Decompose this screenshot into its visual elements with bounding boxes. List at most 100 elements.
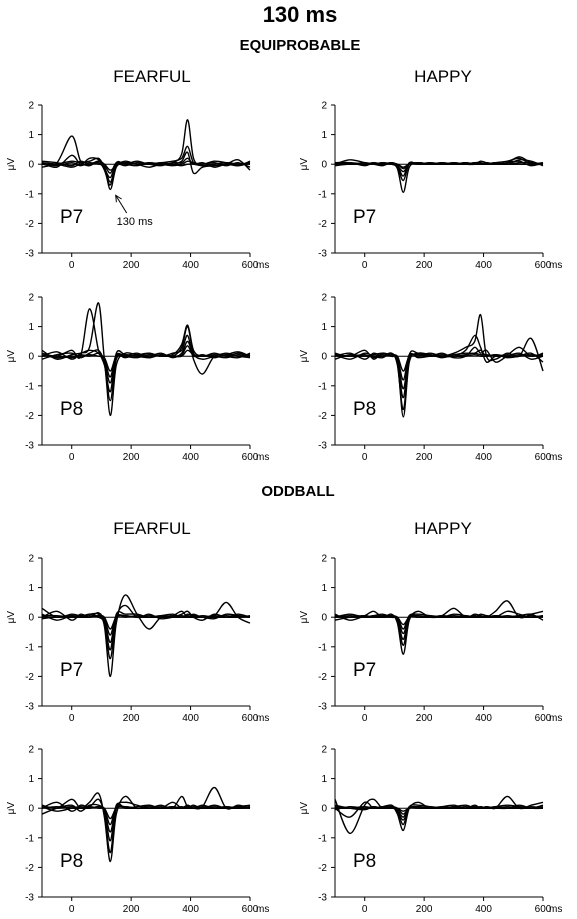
- electrode-label: P7: [353, 660, 376, 681]
- y-tick-label: -2: [318, 411, 327, 422]
- peak-annotation: 130 ms: [115, 194, 154, 228]
- x-tick-label: 200: [123, 713, 140, 724]
- x-tick-label: 400: [182, 452, 199, 463]
- erp-waveform: [41, 805, 251, 833]
- x-tick-label: 200: [416, 260, 433, 271]
- x-axis-unit-label: ms: [549, 713, 562, 724]
- y-tick-label: 0: [321, 352, 327, 363]
- x-tick-label: 200: [416, 904, 433, 915]
- x-tick-label: 0: [362, 713, 368, 724]
- y-tick-label: -1: [25, 381, 34, 392]
- y-tick-label: 2: [321, 554, 327, 565]
- erp-waveform: [41, 334, 251, 393]
- erp-waveform: [41, 349, 251, 372]
- erp-waveform: [41, 614, 250, 636]
- x-axis-unit-label: ms: [256, 260, 269, 271]
- x-tick-label: 400: [475, 713, 492, 724]
- x-tick-label: 0: [69, 452, 75, 463]
- y-tick-label: 0: [28, 613, 34, 624]
- erp-waveform: [334, 352, 544, 381]
- x-tick-label: 400: [475, 904, 492, 915]
- y-tick-label: 2: [321, 101, 327, 112]
- electrode-label: P8: [60, 851, 83, 872]
- y-axis-label: μV: [299, 802, 310, 815]
- y-tick-label: -2: [25, 411, 34, 422]
- y-axis-label: μV: [299, 158, 310, 171]
- electrode-label: P7: [60, 660, 83, 681]
- y-tick-label: -2: [25, 672, 34, 683]
- y-tick-label: 1: [321, 322, 327, 333]
- x-tick-label: 600: [535, 713, 552, 724]
- erp-waveform: [41, 614, 251, 644]
- x-tick-label: 600: [242, 452, 259, 463]
- y-tick-label: 0: [28, 804, 34, 815]
- y-tick-label: -3: [318, 702, 327, 713]
- y-tick-label: -3: [25, 441, 34, 452]
- y-tick-label: -1: [318, 381, 327, 392]
- x-tick-label: 600: [535, 260, 552, 271]
- x-tick-label: 600: [535, 904, 552, 915]
- annotation-arrow-shaft: [115, 195, 128, 214]
- x-axis-unit-label: ms: [549, 260, 562, 271]
- y-tick-label: 1: [28, 322, 34, 333]
- x-tick-label: 0: [362, 260, 368, 271]
- erp-waveform: [334, 805, 544, 812]
- y-tick-label: 1: [28, 130, 34, 141]
- x-tick-label: 0: [69, 904, 75, 915]
- electrode-label: P7: [60, 207, 83, 228]
- electrode-label: P8: [353, 851, 376, 872]
- y-tick-label: -1: [318, 189, 327, 200]
- y-tick-label: 2: [321, 293, 327, 304]
- x-tick-label: 400: [182, 713, 199, 724]
- y-axis-label: μV: [6, 158, 17, 171]
- y-tick-label: -1: [25, 833, 34, 844]
- annotation-arrow-head: [115, 194, 122, 203]
- x-tick-label: 0: [69, 713, 75, 724]
- electrode-label: P8: [353, 399, 376, 420]
- section-label-oddball: ODDBALL: [261, 483, 334, 500]
- y-tick-label: 1: [321, 130, 327, 141]
- erp-waveform: [334, 156, 544, 182]
- y-tick-label: -3: [318, 893, 327, 904]
- y-tick-label: -1: [318, 833, 327, 844]
- x-tick-label: 0: [362, 904, 368, 915]
- y-axis-label: μV: [299, 611, 310, 624]
- x-tick-label: 600: [242, 713, 259, 724]
- electrode-label: P8: [60, 399, 83, 420]
- y-tick-label: 1: [28, 774, 34, 785]
- erp-waveform: [334, 614, 544, 626]
- y-tick-label: -2: [25, 219, 34, 230]
- y-tick-label: 0: [321, 613, 327, 624]
- x-tick-label: 200: [123, 260, 140, 271]
- erp-waveform: [334, 600, 544, 655]
- x-tick-label: 400: [182, 260, 199, 271]
- y-tick-label: 1: [321, 583, 327, 594]
- y-tick-label: 0: [321, 804, 327, 815]
- y-axis-label: μV: [6, 802, 17, 815]
- y-tick-label: -3: [318, 249, 327, 260]
- y-axis-label: μV: [6, 611, 17, 624]
- erp-waveform: [41, 340, 251, 384]
- condition-label-fearful: FEARFUL: [113, 67, 190, 86]
- x-tick-label: 600: [242, 260, 259, 271]
- y-tick-label: -1: [318, 642, 327, 653]
- erp-waveform: [41, 604, 251, 660]
- y-tick-label: -3: [318, 441, 327, 452]
- peak-annotation-label: 130 ms: [117, 216, 154, 228]
- x-axis-unit-label: ms: [256, 904, 269, 915]
- erp-waveform: [41, 160, 251, 171]
- x-tick-label: 600: [535, 452, 552, 463]
- condition-label-happy: HAPPY: [414, 519, 472, 538]
- erp-waveform: [334, 801, 544, 826]
- y-tick-label: 2: [321, 745, 327, 756]
- y-tick-label: 2: [28, 554, 34, 565]
- y-tick-label: -3: [25, 702, 34, 713]
